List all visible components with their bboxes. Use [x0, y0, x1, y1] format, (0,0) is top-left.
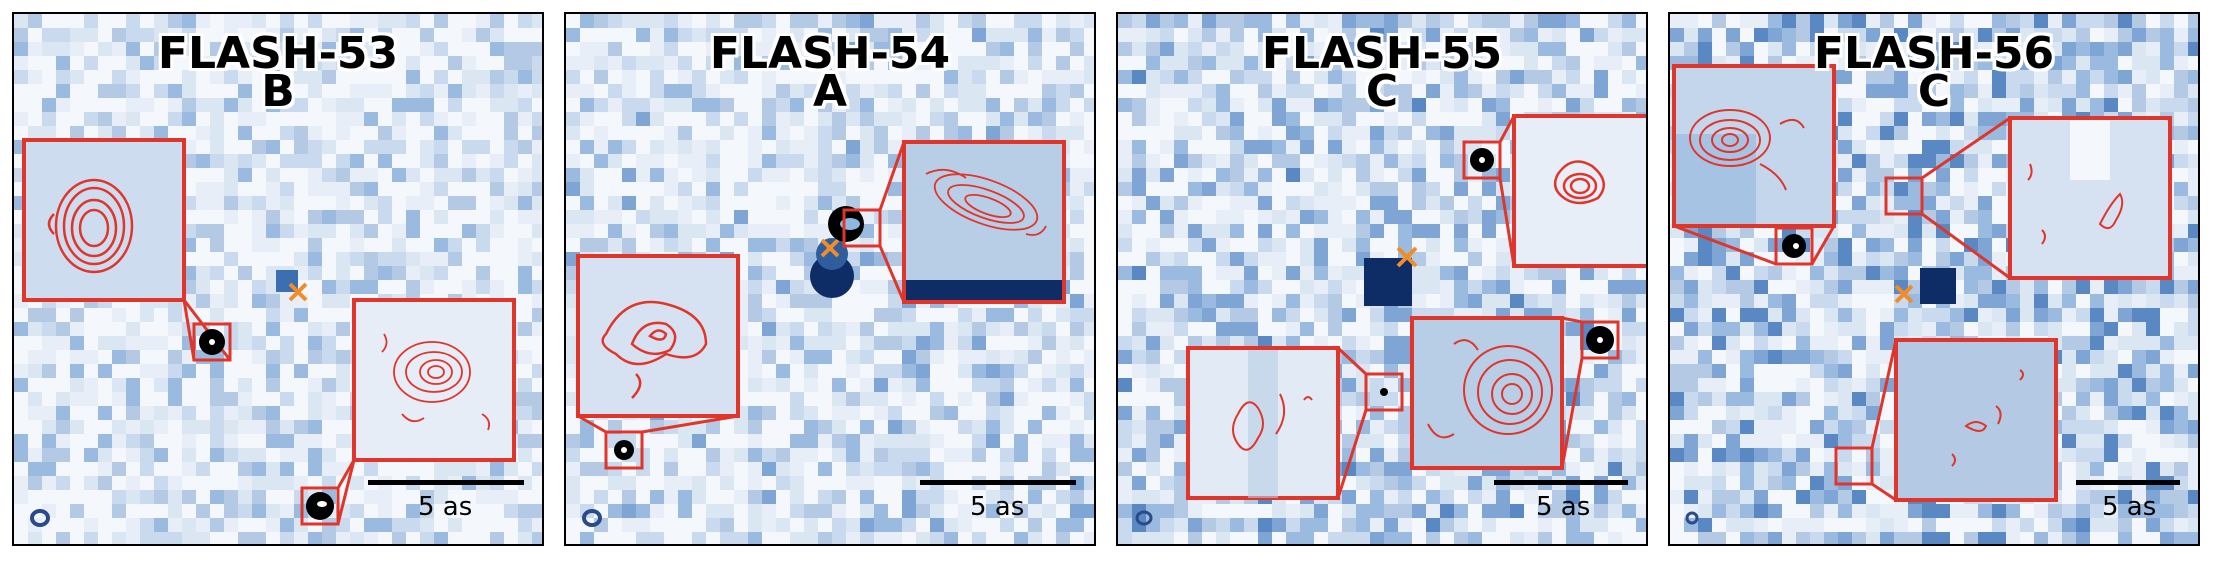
target-marker-icon: [1894, 284, 1914, 304]
zoom-inset: [1894, 338, 2058, 502]
annotation-overlay: [576, 140, 1066, 527]
contours: [601, 300, 708, 399]
panel-title: FLASH-53: [157, 28, 399, 79]
zoom-inset: [22, 138, 186, 302]
zoom-box: [604, 430, 644, 470]
annotation-overlay: [1135, 114, 1646, 526]
contours: [1427, 339, 1553, 439]
contours: [1951, 369, 2024, 467]
panel-flash-56: FLASH-56 C 5 as: [1668, 12, 2200, 546]
zoom-box: [1364, 372, 1404, 412]
scale-bar: [1494, 480, 1628, 485]
panel-flash-55: FLASH-55 C 5 as: [1116, 12, 1648, 546]
beam-icon: [30, 509, 50, 527]
beam-icon: [1685, 511, 1699, 525]
panel-code: C: [1917, 66, 1951, 117]
annotation-overlay: [1672, 64, 2172, 525]
beam-icon: [582, 509, 602, 527]
zoom-inset: [352, 298, 516, 462]
source-blob: [1364, 258, 1412, 306]
contours: [2027, 163, 2124, 245]
panel-flash-54: FLASH-54 A 5 as: [564, 12, 1096, 546]
scale-bar: [2076, 480, 2180, 485]
zoom-box: [1884, 176, 1924, 216]
zoom-box: [1834, 446, 1874, 486]
zoom-box: [1462, 140, 1502, 180]
panel-title: FLASH-55: [1261, 28, 1503, 79]
panel-code: B: [261, 66, 295, 117]
contours: [1232, 393, 1313, 451]
contours: [1689, 109, 1805, 191]
scale-bar: [920, 480, 1076, 485]
zoom-inset: [902, 140, 1066, 304]
zoom-box: [300, 486, 340, 526]
contours: [1553, 160, 1605, 205]
contours: [47, 178, 134, 274]
contours: [381, 333, 491, 431]
zoom-inset: [576, 254, 740, 418]
zoom-inset: [1410, 316, 1564, 470]
scale-label: 5 as: [418, 492, 473, 522]
target-marker-icon: [820, 238, 840, 258]
zoom-inset: [1512, 114, 1646, 268]
scale-label: 5 as: [2102, 492, 2157, 522]
target-marker-icon: [1396, 246, 1418, 268]
panel-title: FLASH-54: [709, 28, 951, 79]
panel-code: A: [812, 66, 848, 117]
source-blob: [1920, 268, 1956, 304]
panel-code: C: [1365, 66, 1399, 117]
panel-title: FLASH-56: [1813, 28, 2055, 79]
zoom-box: [192, 322, 232, 362]
companion-source: [1380, 388, 1388, 396]
annotation-overlay: [22, 138, 516, 527]
zoom-box: [1580, 320, 1620, 360]
scale-label: 5 as: [970, 492, 1025, 522]
zoom-box: [1774, 226, 1814, 266]
beam-icon: [1135, 510, 1153, 526]
zoom-box: [842, 208, 882, 248]
target-marker-icon: [288, 282, 308, 302]
contours: [925, 168, 1047, 236]
scale-label: 5 as: [1536, 492, 1591, 522]
scale-bar: [368, 480, 524, 485]
panel-flash-53: FLASH-53 B 5 as: [12, 12, 544, 546]
